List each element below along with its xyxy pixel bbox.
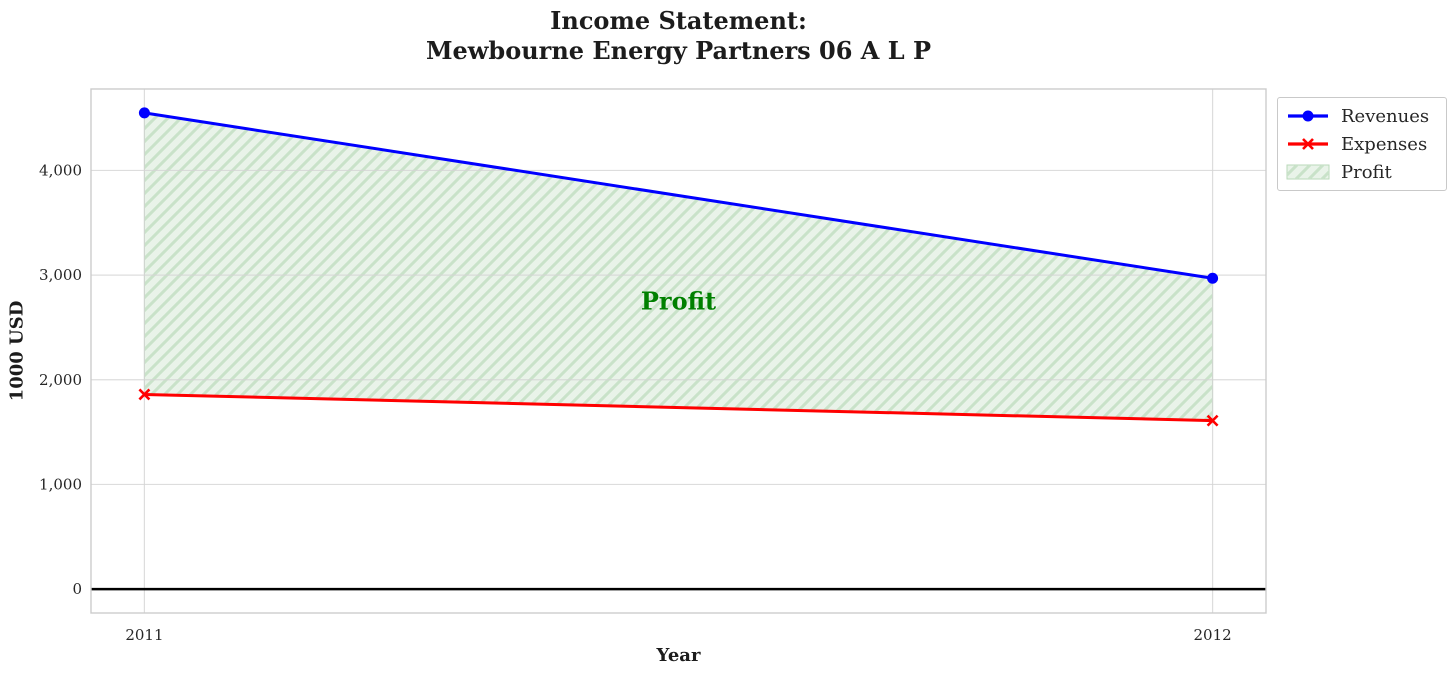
legend-item-revenues: Revenues xyxy=(1286,104,1442,128)
x-axis-label: Year xyxy=(656,645,701,666)
x-tick-label: 2011 xyxy=(125,626,163,644)
profit-annotation: Profit xyxy=(641,286,716,315)
y-tick-label: 2,000 xyxy=(39,371,82,389)
legend-label-profit: Profit xyxy=(1341,161,1392,183)
x-tick-label: 2012 xyxy=(1193,626,1231,644)
y-tick-label: 3,000 xyxy=(39,266,82,284)
expenses-line-swatch-icon xyxy=(1286,135,1330,153)
legend-item-profit: Profit xyxy=(1286,160,1442,184)
y-tick-label: 4,000 xyxy=(39,161,82,179)
chart-title-line2: Mewbourne Energy Partners 06 A L P xyxy=(425,36,932,65)
y-tick-label: 0 xyxy=(72,580,82,598)
legend-label-revenues: Revenues xyxy=(1341,105,1430,127)
revenues-line-swatch-icon xyxy=(1286,107,1330,125)
legend: Revenues Expenses Profit xyxy=(1277,97,1447,191)
chart-title-line1: Income Statement: xyxy=(550,6,807,35)
y-tick-label: 1,000 xyxy=(39,475,82,493)
chart-title: Income Statement: Mewbourne Energy Partn… xyxy=(91,6,1266,66)
profit-patch-swatch-icon xyxy=(1286,163,1330,181)
legend-label-expenses: Expenses xyxy=(1341,133,1428,155)
legend-item-expenses: Expenses xyxy=(1286,132,1442,156)
